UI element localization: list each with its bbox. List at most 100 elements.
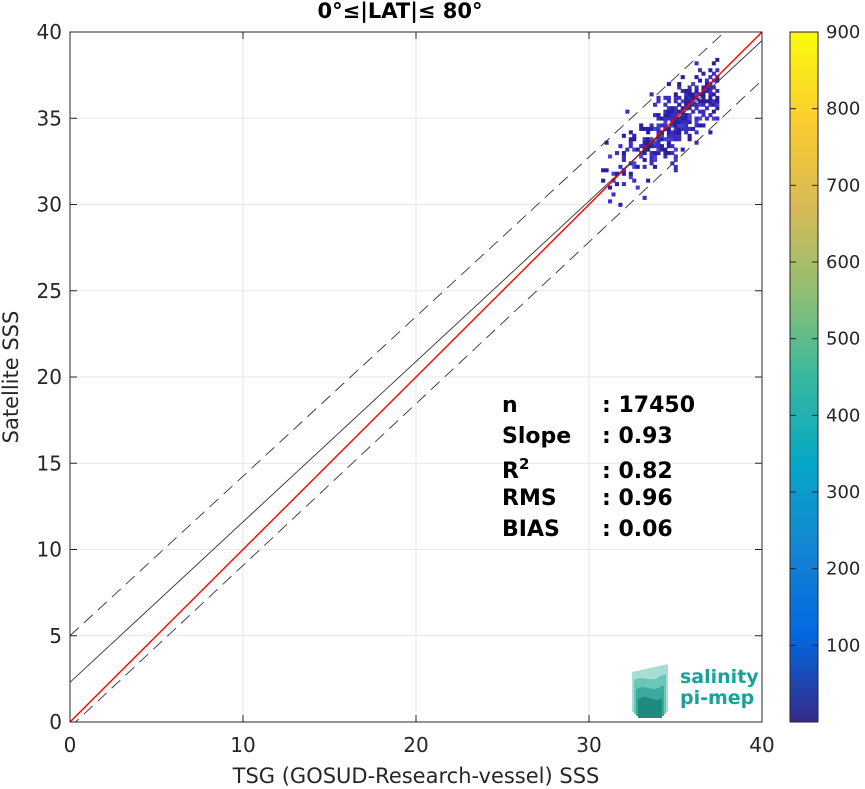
stat-value: : 0.96 [602,486,673,511]
density-cell [666,116,671,121]
density-cell [608,154,613,159]
density-cell [666,113,671,118]
density-cell [666,144,671,149]
density-cell [687,137,692,142]
stat-value: : 17450 [602,393,695,418]
density-cell [646,147,651,152]
density-cell [697,99,703,104]
density-cell [687,133,692,138]
density-cell [708,130,713,135]
density-cell [649,92,654,97]
y-axis-label: Satellite SSS [0,311,23,444]
density-cell [653,154,658,159]
density-cell [666,126,671,131]
density-cell [670,144,675,149]
density-cell [677,119,682,125]
density-cell [656,151,661,156]
density-cell [708,88,713,93]
density-cell [656,144,661,149]
density-cell [687,88,692,93]
density-cell [715,106,720,111]
density-cell [701,99,706,104]
density-cell [704,88,709,93]
density-cell [601,178,606,183]
density-cell [715,102,720,107]
density-cell [704,106,709,111]
density-cell [673,92,678,97]
density-cell [663,147,668,152]
density-cell [646,140,651,145]
x-tick-label: 20 [403,733,428,757]
density-cell [673,137,678,142]
density-cell [697,78,703,83]
density-cell [680,126,685,131]
density-cell [677,123,682,128]
x-tick-label: 30 [576,733,601,757]
lower-bound-line [74,79,762,722]
density-cell [635,185,640,190]
density-cell [656,123,661,128]
stat-value: : 0.93 [602,424,673,449]
density-cell [621,151,626,156]
density-cell [656,140,661,145]
density-cell [663,113,668,118]
density-cell [649,137,654,142]
density-cell [670,161,675,166]
density-cell [680,106,685,111]
density-cell [663,102,668,107]
density-cell [673,95,678,100]
density-cell [666,82,671,87]
density-cell [711,61,716,66]
density-cell [691,126,696,131]
density-cell [677,85,682,90]
density-cell [614,182,620,187]
colorbar-tick-label: 100 [826,635,860,656]
density-cell [670,123,675,128]
density-cell [680,88,685,93]
density-cell [628,175,633,180]
density-cell [642,164,647,169]
density-cell [608,199,613,204]
density-cell [694,123,699,128]
density-cell [663,109,668,114]
density-cell [611,192,616,197]
density-cell [601,168,606,173]
density-cell [677,109,682,114]
density-cell [711,92,716,97]
density-cell [632,164,637,169]
density-cell [666,106,671,111]
density-cell [694,106,699,111]
density-cell [694,85,699,90]
density-cell [632,137,637,142]
density-cell [656,147,661,152]
density-cell [687,113,692,118]
density-cell [656,99,661,104]
density-cell [646,137,651,142]
density-cell [673,154,678,159]
density-cell [677,130,682,135]
density-cell [653,144,658,149]
density-cell [691,109,696,114]
density-cell [670,106,675,111]
density-cell [642,195,647,200]
density-cell [646,178,651,183]
colorbar-ticks: 100 200 300 400 500 600 700 800 900 [790,22,860,656]
density-cell [663,119,668,125]
density-cell [694,119,699,125]
density-cell [628,171,633,176]
density-cell [666,109,671,114]
density-cell [677,116,682,121]
density-cell [694,88,699,93]
y-tick-label: 20 [37,365,62,389]
density-cell [639,144,644,149]
density-cell [684,130,689,135]
density-cell [670,151,675,156]
density-cell [653,113,658,118]
density-cell [680,113,685,118]
density-cell [642,151,647,156]
density-cell [642,137,647,142]
density-cell [670,109,675,114]
y-tick-label: 40 [37,20,62,44]
